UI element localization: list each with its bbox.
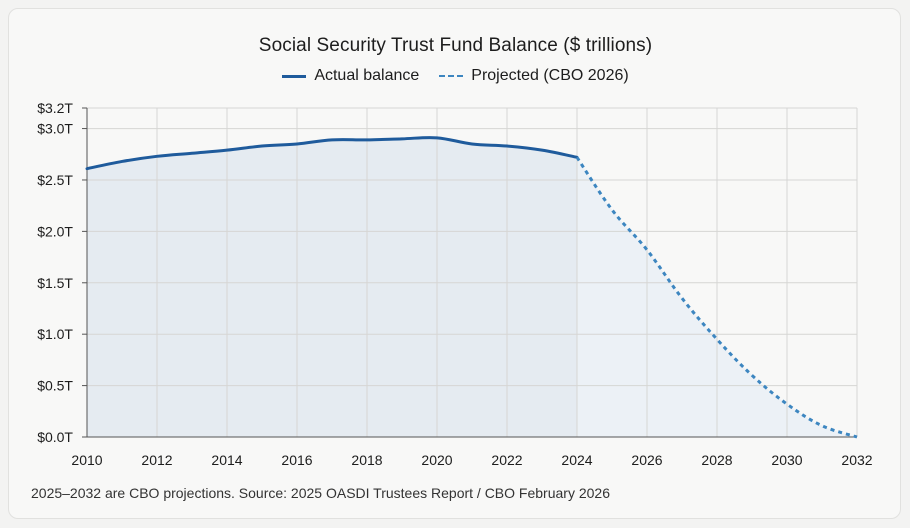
legend-item-actual: Actual balance [282, 67, 419, 85]
x-tick-label: 2032 [841, 452, 872, 468]
x-tick-label: 2024 [561, 452, 592, 468]
chart-title: Social Security Trust Fund Balance ($ tr… [258, 35, 653, 56]
series-line-actual [85, 136, 579, 171]
x-tick-label: 2018 [351, 452, 382, 468]
legend: Actual balance Projected (CBO 2026) [9, 67, 902, 85]
x-tick-label: 2028 [701, 452, 732, 468]
y-tick-label: $3.0T [37, 121, 73, 137]
y-tick-label: $1.0T [37, 326, 73, 342]
x-tick-label: 2026 [631, 452, 662, 468]
x-tick-label: 2016 [281, 452, 312, 468]
y-tick-label: $2.5T [37, 172, 73, 188]
x-tick-label: 2010 [71, 452, 102, 468]
area-actual [87, 137, 577, 437]
y-tick-label: $1.5T [37, 275, 73, 291]
legend-label-actual: Actual balance [314, 67, 420, 84]
legend-swatch-projected [439, 75, 464, 77]
x-tick-label: 2030 [771, 452, 802, 468]
footnote: 2025–2032 are CBO projections. Source: 2… [31, 485, 610, 501]
x-tick-label: 2014 [211, 452, 242, 468]
legend-item-projected: Projected (CBO 2026) [439, 67, 629, 85]
y-tick-label: $3.2T [37, 100, 73, 116]
y-tick-label: $2.0T [37, 223, 73, 239]
y-tick-label: $0.0T [37, 429, 73, 445]
x-tick-label: 2022 [491, 452, 522, 468]
legend-swatch-actual [282, 74, 307, 78]
x-tick-label: 2020 [421, 452, 452, 468]
x-tick-label: 2012 [141, 452, 172, 468]
y-tick-label: $0.5T [37, 378, 73, 394]
series-line-projected [575, 156, 858, 439]
legend-label-projected: Projected (CBO 2026) [471, 67, 629, 84]
